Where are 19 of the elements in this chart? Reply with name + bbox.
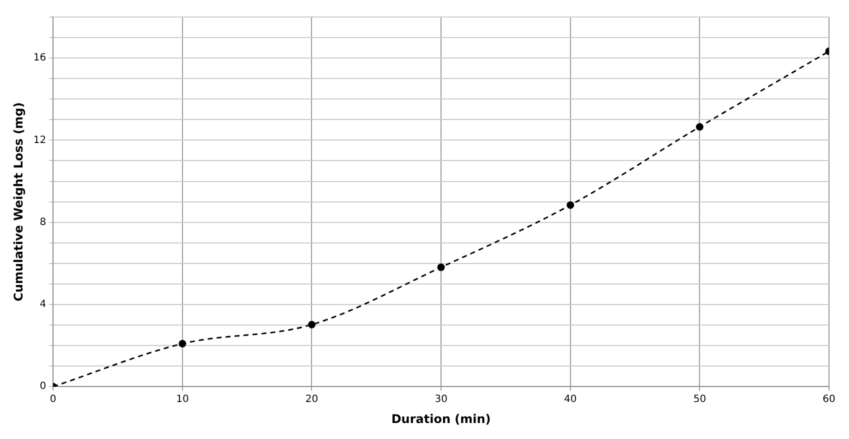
y-tick-label: 0 [40,381,46,392]
point [308,320,316,328]
point [566,201,574,209]
x-tick-label: 60 [822,394,836,406]
x-tick-label: 50 [693,394,706,406]
y-axis-title: Cumulative Weight Loss (mg) [11,102,26,302]
x-tick-label: 0 [50,394,56,406]
y-tick-label: 4 [40,299,46,310]
x-tick-label: 40 [564,394,577,406]
y-tick-label: 8 [40,216,46,228]
y-tick-label: 16 [33,52,46,64]
point [696,123,704,131]
point [437,264,445,272]
x-axis-title: Duration (min) [391,412,491,426]
x-tick-label: 20 [305,394,318,406]
point [178,340,186,348]
x-tick-label: 10 [176,394,189,406]
x-tick-label: 30 [434,394,448,406]
y-tick-label: 12 [33,134,46,146]
